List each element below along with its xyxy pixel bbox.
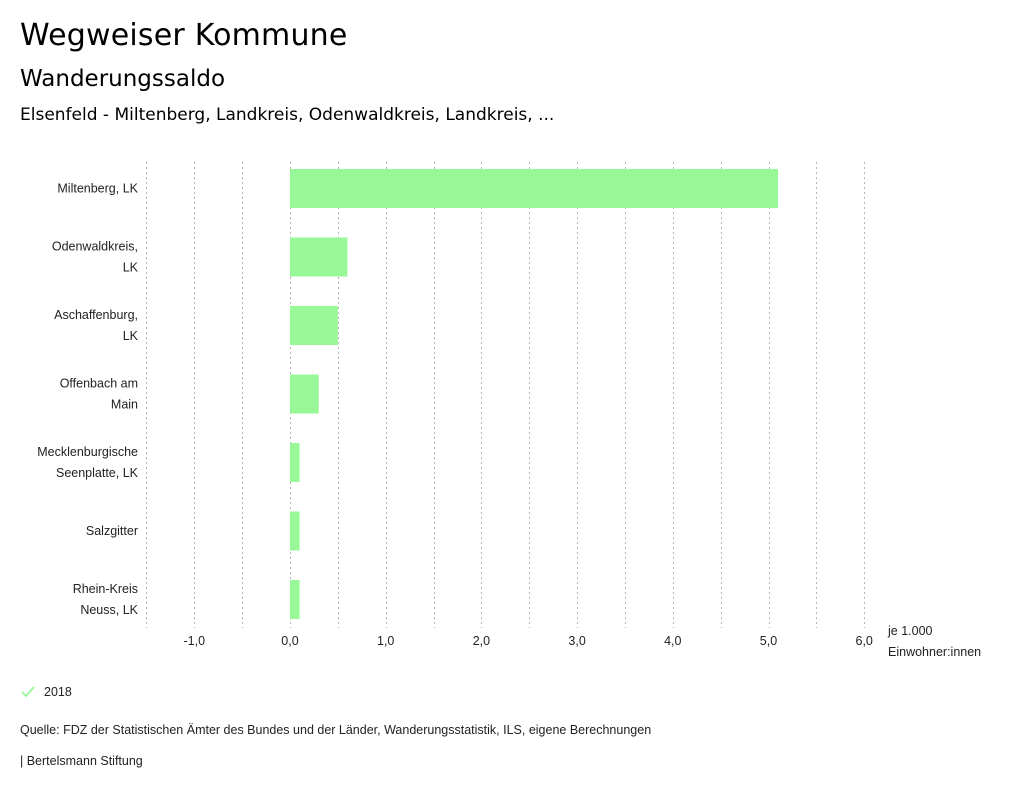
bars [290, 169, 779, 619]
category-label: Aschaffenburg, [54, 308, 138, 322]
bar[interactable] [290, 306, 338, 345]
bar-chart: Miltenberg, LK Odenwaldkreis, LK Aschaffenb… [37, 162, 981, 659]
bar[interactable] [290, 511, 300, 551]
category-label: Odenwaldkreis, [52, 240, 138, 254]
x-tick-label: -1,0 [184, 634, 206, 648]
region-selection: Elsenfeld - Miltenberg, Landkreis, Odenw… [20, 105, 555, 125]
category-labels: Miltenberg, LK Odenwaldkreis, LK Aschaffenb… [37, 182, 138, 618]
category-label: Offenbach am [60, 377, 138, 391]
chart-subtitle: Wanderungssaldo [20, 66, 226, 92]
category-label: Rhein-Kreis [73, 582, 138, 596]
page-title: Wegweiser Kommune [20, 18, 348, 53]
x-tick-label: 5,0 [760, 634, 777, 648]
source-note: Quelle: FDZ der Statistischen Ämter des … [20, 723, 652, 737]
category-label: LK [123, 329, 139, 343]
x-tick-label: 1,0 [377, 634, 394, 648]
x-tick-label: 3,0 [568, 634, 585, 648]
category-label: Mecklenburgische [37, 445, 138, 459]
x-axis-unit-label: Einwohner:innen [888, 645, 981, 659]
x-axis-unit: je 1.000 Einwohner:innen [887, 624, 981, 659]
x-tick-label: 4,0 [664, 634, 681, 648]
legend: 2018 [20, 684, 72, 700]
check-icon[interactable] [20, 684, 36, 700]
bar[interactable] [290, 169, 779, 208]
category-label: Seenplatte, LK [56, 466, 139, 480]
bar[interactable] [290, 374, 319, 414]
x-tick-label: 2,0 [473, 634, 490, 648]
legend-label-2018: 2018 [44, 685, 72, 699]
category-label: Miltenberg, LK [57, 182, 138, 196]
x-tick-label: 6,0 [856, 634, 873, 648]
bar[interactable] [290, 237, 348, 277]
category-label: Salzgitter [86, 524, 138, 538]
brand-credit: | Bertelsmann Stiftung [20, 754, 143, 768]
category-label: LK [123, 261, 139, 275]
bar[interactable] [290, 580, 300, 619]
x-tick-label: 0,0 [281, 634, 298, 648]
category-label: Neuss, LK [80, 603, 138, 617]
bar[interactable] [290, 443, 300, 482]
category-label: Main [111, 398, 138, 412]
x-axis-unit-label: je 1.000 [887, 624, 933, 638]
x-axis-ticks: -1,0 0,0 1,0 2,0 3,0 4,0 5,0 6,0 [184, 634, 873, 648]
gridlines [146, 162, 865, 628]
